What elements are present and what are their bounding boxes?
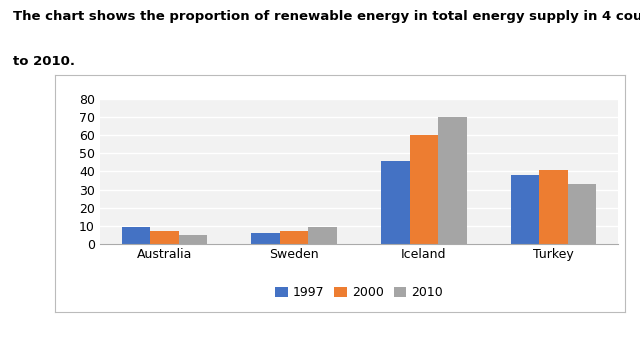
Bar — [381, 161, 410, 244]
Bar — [539, 170, 568, 244]
Bar — [122, 227, 150, 244]
Bar — [280, 231, 308, 244]
Bar — [568, 184, 596, 244]
Legend: 1997, 2000, 2010: 1997, 2000, 2010 — [270, 282, 448, 305]
Bar — [150, 231, 179, 244]
Bar — [410, 135, 438, 244]
Bar — [252, 233, 280, 244]
Bar — [179, 235, 207, 244]
Bar — [308, 227, 337, 244]
Bar — [438, 117, 467, 244]
Bar — [511, 175, 539, 244]
Text: to 2010.: to 2010. — [13, 55, 75, 68]
Text: The chart shows the proportion of renewable energy in total energy supply in 4 c: The chart shows the proportion of renewa… — [13, 10, 640, 23]
